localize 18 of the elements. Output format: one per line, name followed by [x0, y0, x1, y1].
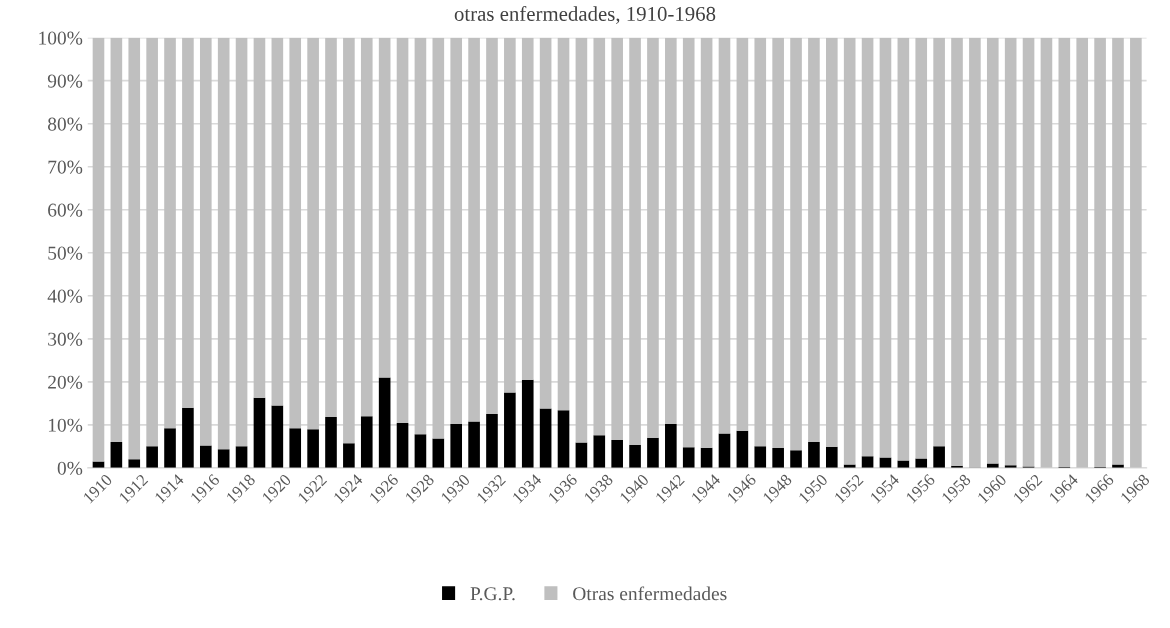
y-tick-label: 10% [48, 418, 83, 432]
legend-label: P.G.P. [470, 587, 515, 601]
y-tick-label: 30% [48, 332, 83, 346]
y-tick-label: 50% [48, 246, 83, 260]
y-tick-label: 60% [48, 203, 83, 217]
x-tick-label: 1942 [655, 473, 685, 504]
x-tick-label: 1950 [798, 473, 829, 504]
y-tick-label: 80% [47, 117, 83, 131]
legend-label: Otras enfermedades [573, 586, 727, 601]
y-tick-label: 100% [39, 31, 83, 45]
y-tick-label: 90% [47, 74, 83, 88]
y-tick-label: 0% [57, 461, 83, 475]
y-tick-label: 20% [48, 375, 83, 389]
y-tick-label: 40% [47, 289, 83, 303]
x-tick-label: 1960 [977, 473, 1008, 504]
chart-title: otras enfermedades, 1910-1968 [454, 6, 716, 24]
x-tick-label: 1932 [476, 473, 507, 504]
y-tick-label: 70% [48, 160, 83, 174]
